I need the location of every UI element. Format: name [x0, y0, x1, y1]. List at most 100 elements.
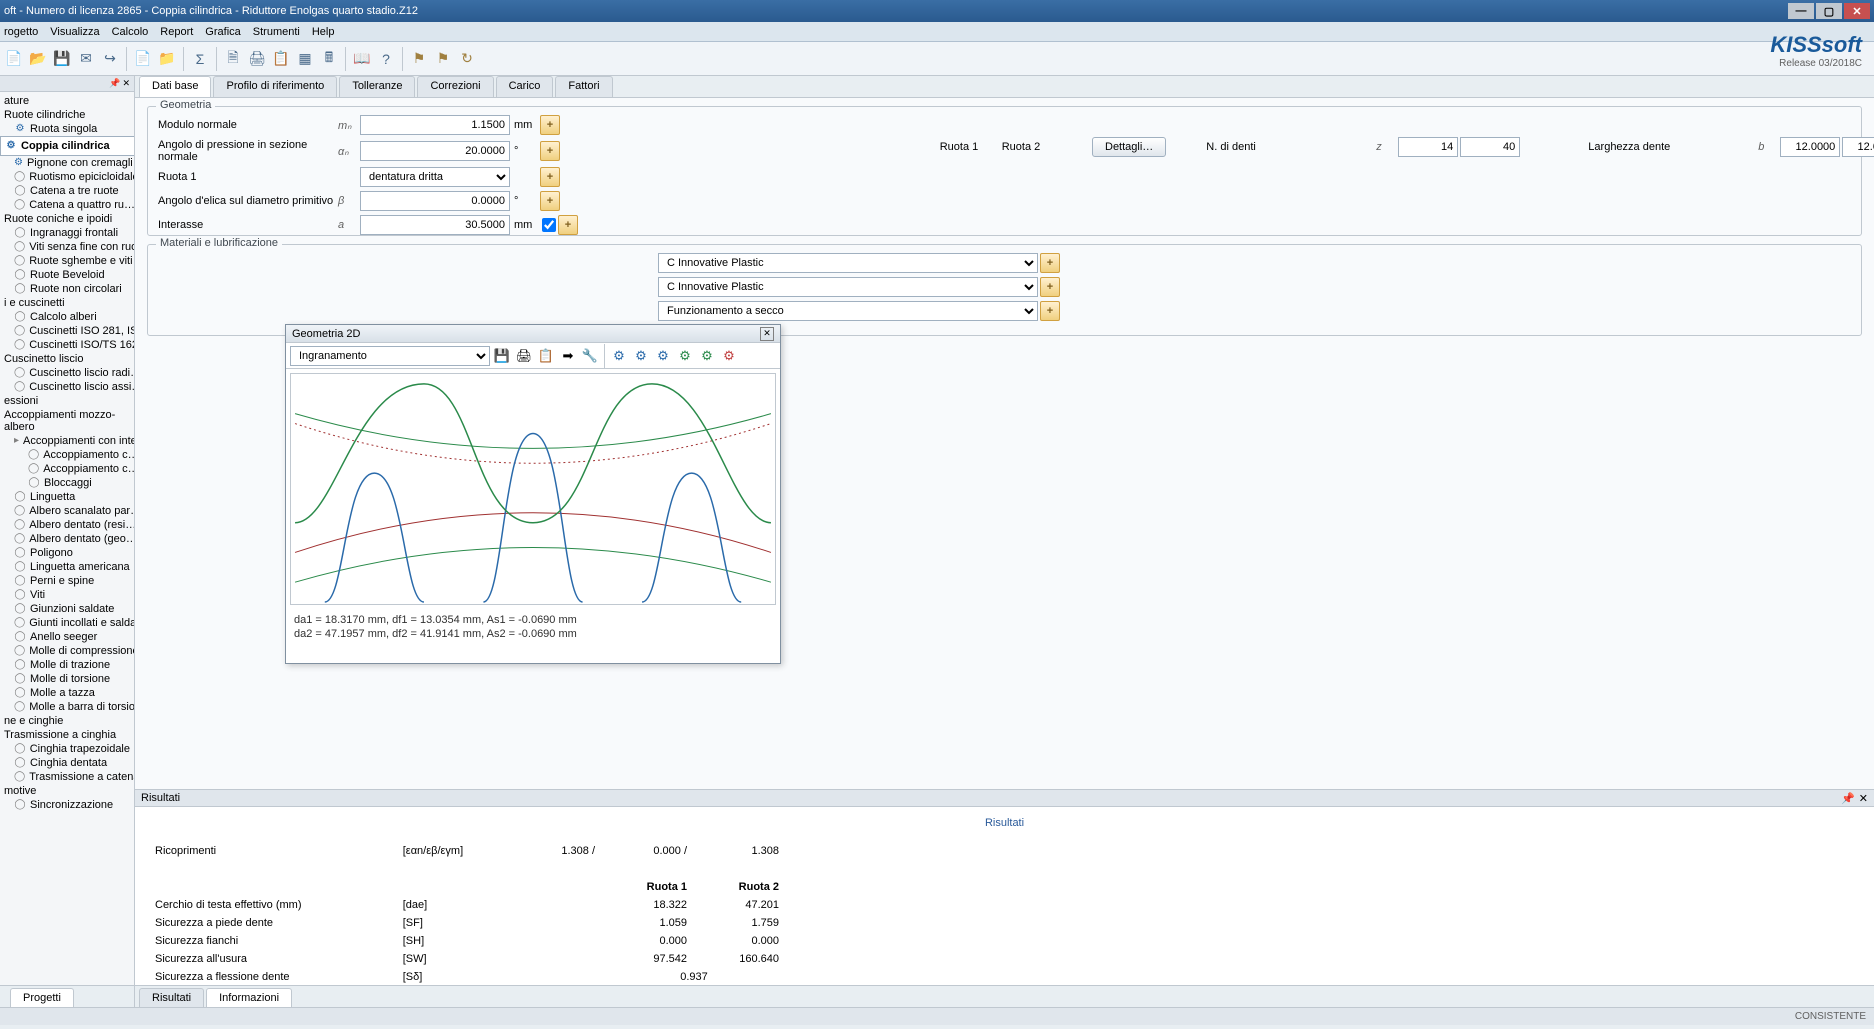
tree-item[interactable]: ◯Bloccaggi — [0, 476, 134, 490]
export-icon[interactable]: ↪ — [100, 49, 120, 69]
gear-icon[interactable]: ⚙ — [631, 346, 651, 366]
field-input[interactable] — [360, 191, 510, 211]
tree-item[interactable]: ◯Albero scanalato par… — [0, 504, 134, 518]
field-input[interactable] — [1780, 137, 1840, 157]
tree-item[interactable]: ◯Viti — [0, 588, 134, 602]
tree-item[interactable]: ◯Ruote Beveloid — [0, 268, 134, 282]
tree-item[interactable]: ◯Cuscinetti ISO/TS 16281 — [0, 338, 134, 352]
menu-item[interactable]: Calcolo — [112, 26, 149, 38]
tree-item[interactable]: ◯Catena a tre ruote — [0, 184, 134, 198]
dettagli-button[interactable]: Dettagli… — [1092, 137, 1166, 157]
tree-item[interactable]: ◯Ingranaggi frontali — [0, 226, 134, 240]
tree-item[interactable]: ◯Cinghia dentata — [0, 756, 134, 770]
close-icon[interactable]: ✕ — [122, 78, 130, 89]
field-checkbox[interactable] — [542, 218, 556, 232]
settings-icon[interactable]: 🔧 — [580, 346, 600, 366]
close-icon[interactable]: ✕ — [1859, 792, 1868, 805]
book-icon[interactable]: 📖 — [352, 49, 372, 69]
tree-item[interactable]: ◯Cuscinetto liscio radi… — [0, 366, 134, 380]
tree-item[interactable]: ▸Accoppiamenti con interf… — [0, 434, 134, 448]
tree-item[interactable]: ◯Anello seeger — [0, 630, 134, 644]
field-input[interactable] — [360, 141, 510, 161]
material-select[interactable]: C Innovative Plastic — [658, 277, 1038, 297]
tree-item[interactable]: ◯Cuscinetto liscio assi… — [0, 380, 134, 394]
tree-item[interactable]: ◯Cinghia trapezoidale — [0, 742, 134, 756]
tree-item[interactable]: ◯Albero dentato (geo… — [0, 532, 134, 546]
tree-item[interactable]: ◯Ruote sghembe e viti sen… — [0, 254, 134, 268]
flag1-icon[interactable]: ⚑ — [409, 49, 429, 69]
plus-button[interactable]: + — [1040, 253, 1060, 273]
field-input[interactable] — [1842, 137, 1874, 157]
menu-item[interactable]: Help — [312, 26, 335, 38]
menu-item[interactable]: Report — [160, 26, 193, 38]
plus-button[interactable]: + — [1040, 301, 1060, 321]
save-icon[interactable]: 💾 — [492, 346, 512, 366]
tab-tolleranze[interactable]: Tolleranze — [339, 76, 415, 97]
tree-item[interactable]: ◯Ruotismo epicicloidale — [0, 170, 134, 184]
menu-item[interactable]: Visualizza — [50, 26, 99, 38]
tab-correzioni[interactable]: Correzioni — [417, 76, 493, 97]
tree-item[interactable]: ⚙Pignone con cremagli… — [0, 156, 134, 170]
tree-item[interactable]: ◯Ruote non circolari — [0, 282, 134, 296]
tree-item[interactable]: ◯Molle a tazza — [0, 686, 134, 700]
tree-item[interactable]: ◯Linguetta americana — [0, 560, 134, 574]
tab-fattori[interactable]: Fattori — [555, 76, 612, 97]
tab-carico[interactable]: Carico — [496, 76, 554, 97]
gear-icon[interactable]: ⚙ — [697, 346, 717, 366]
tab-risultati[interactable]: Risultati — [139, 988, 204, 1007]
copy-icon[interactable]: 📋 — [536, 346, 556, 366]
calc-icon[interactable]: 🖩 — [319, 49, 339, 69]
flag2-icon[interactable]: ⚑ — [433, 49, 453, 69]
tree-item[interactable]: ◯Albero dentato (resi… — [0, 518, 134, 532]
tree-item[interactable]: ◯Cuscinetti ISO 281, ISO 75 — [0, 324, 134, 338]
new-icon[interactable]: 📄 — [4, 49, 24, 69]
minimize-button[interactable]: — — [1788, 3, 1814, 19]
material-select[interactable]: C Innovative Plastic — [658, 253, 1038, 273]
tree-item[interactable]: ⚙Ruota singola — [0, 122, 134, 136]
float-close-icon[interactable]: ✕ — [760, 327, 774, 341]
plus-button[interactable]: + — [540, 141, 560, 161]
plus-button[interactable]: + — [540, 191, 560, 211]
menu-item[interactable]: rogetto — [4, 26, 38, 38]
tab-dati-base[interactable]: Dati base — [139, 76, 211, 97]
open-icon[interactable]: 📂 — [28, 49, 48, 69]
field-input[interactable] — [1460, 137, 1520, 157]
float-titlebar[interactable]: Geometria 2D ✕ — [286, 325, 780, 343]
flag3-icon[interactable]: ↻ — [457, 49, 477, 69]
table-icon[interactable]: ▦ — [295, 49, 315, 69]
geom2d-view-select[interactable]: Ingranamento — [290, 346, 490, 366]
maximize-button[interactable]: ▢ — [1816, 3, 1842, 19]
close-button[interactable]: ✕ — [1844, 3, 1870, 19]
sidebar-tab-progetti[interactable]: Progetti — [10, 988, 74, 1007]
material-select[interactable]: Funzionamento a secco — [658, 301, 1038, 321]
tree-item[interactable]: ◯Accoppiamento c… — [0, 462, 134, 476]
field-input[interactable] — [1398, 137, 1458, 157]
tree-item[interactable]: ◯Molle di trazione — [0, 658, 134, 672]
field-input[interactable] — [360, 115, 510, 135]
plus-button[interactable]: + — [558, 215, 578, 235]
print-icon[interactable]: 🖨 — [247, 49, 267, 69]
tree-item[interactable]: ◯Linguetta — [0, 490, 134, 504]
gear-icon[interactable]: ⚙ — [609, 346, 629, 366]
tab-profilo[interactable]: Profilo di riferimento — [213, 76, 337, 97]
tree-item[interactable]: ◯Viti senza fine con ruota … — [0, 240, 134, 254]
copy-icon[interactable]: 📋 — [271, 49, 291, 69]
tree-item[interactable]: ◯Sincronizzazione — [0, 798, 134, 812]
tree-item[interactable]: ◯Perni e spine — [0, 574, 134, 588]
tree-item[interactable]: ◯Calcolo alberi — [0, 310, 134, 324]
tree-item[interactable]: ⚙Coppia cilindrica — [0, 136, 135, 156]
tree-item[interactable]: ◯Accoppiamento c… — [0, 448, 134, 462]
print-icon[interactable]: 🖨 — [514, 346, 534, 366]
sigma-icon[interactable]: Σ — [190, 49, 210, 69]
tree-item[interactable]: ◯Molle di torsione — [0, 672, 134, 686]
tree-item[interactable]: ◯Giunzioni saldate — [0, 602, 134, 616]
help-icon[interactable]: ? — [376, 49, 396, 69]
menu-item[interactable]: Grafica — [205, 26, 240, 38]
tree-item[interactable]: ◯Trasmissione a catena — [0, 770, 134, 784]
menu-item[interactable]: Strumenti — [253, 26, 300, 38]
plus-button[interactable]: + — [540, 167, 560, 187]
export-icon[interactable]: ➡ — [558, 346, 578, 366]
doc-icon[interactable]: 🗎 — [223, 49, 243, 69]
pin-icon[interactable]: 📌 — [1841, 792, 1855, 805]
page-icon[interactable]: 📄 — [133, 49, 153, 69]
